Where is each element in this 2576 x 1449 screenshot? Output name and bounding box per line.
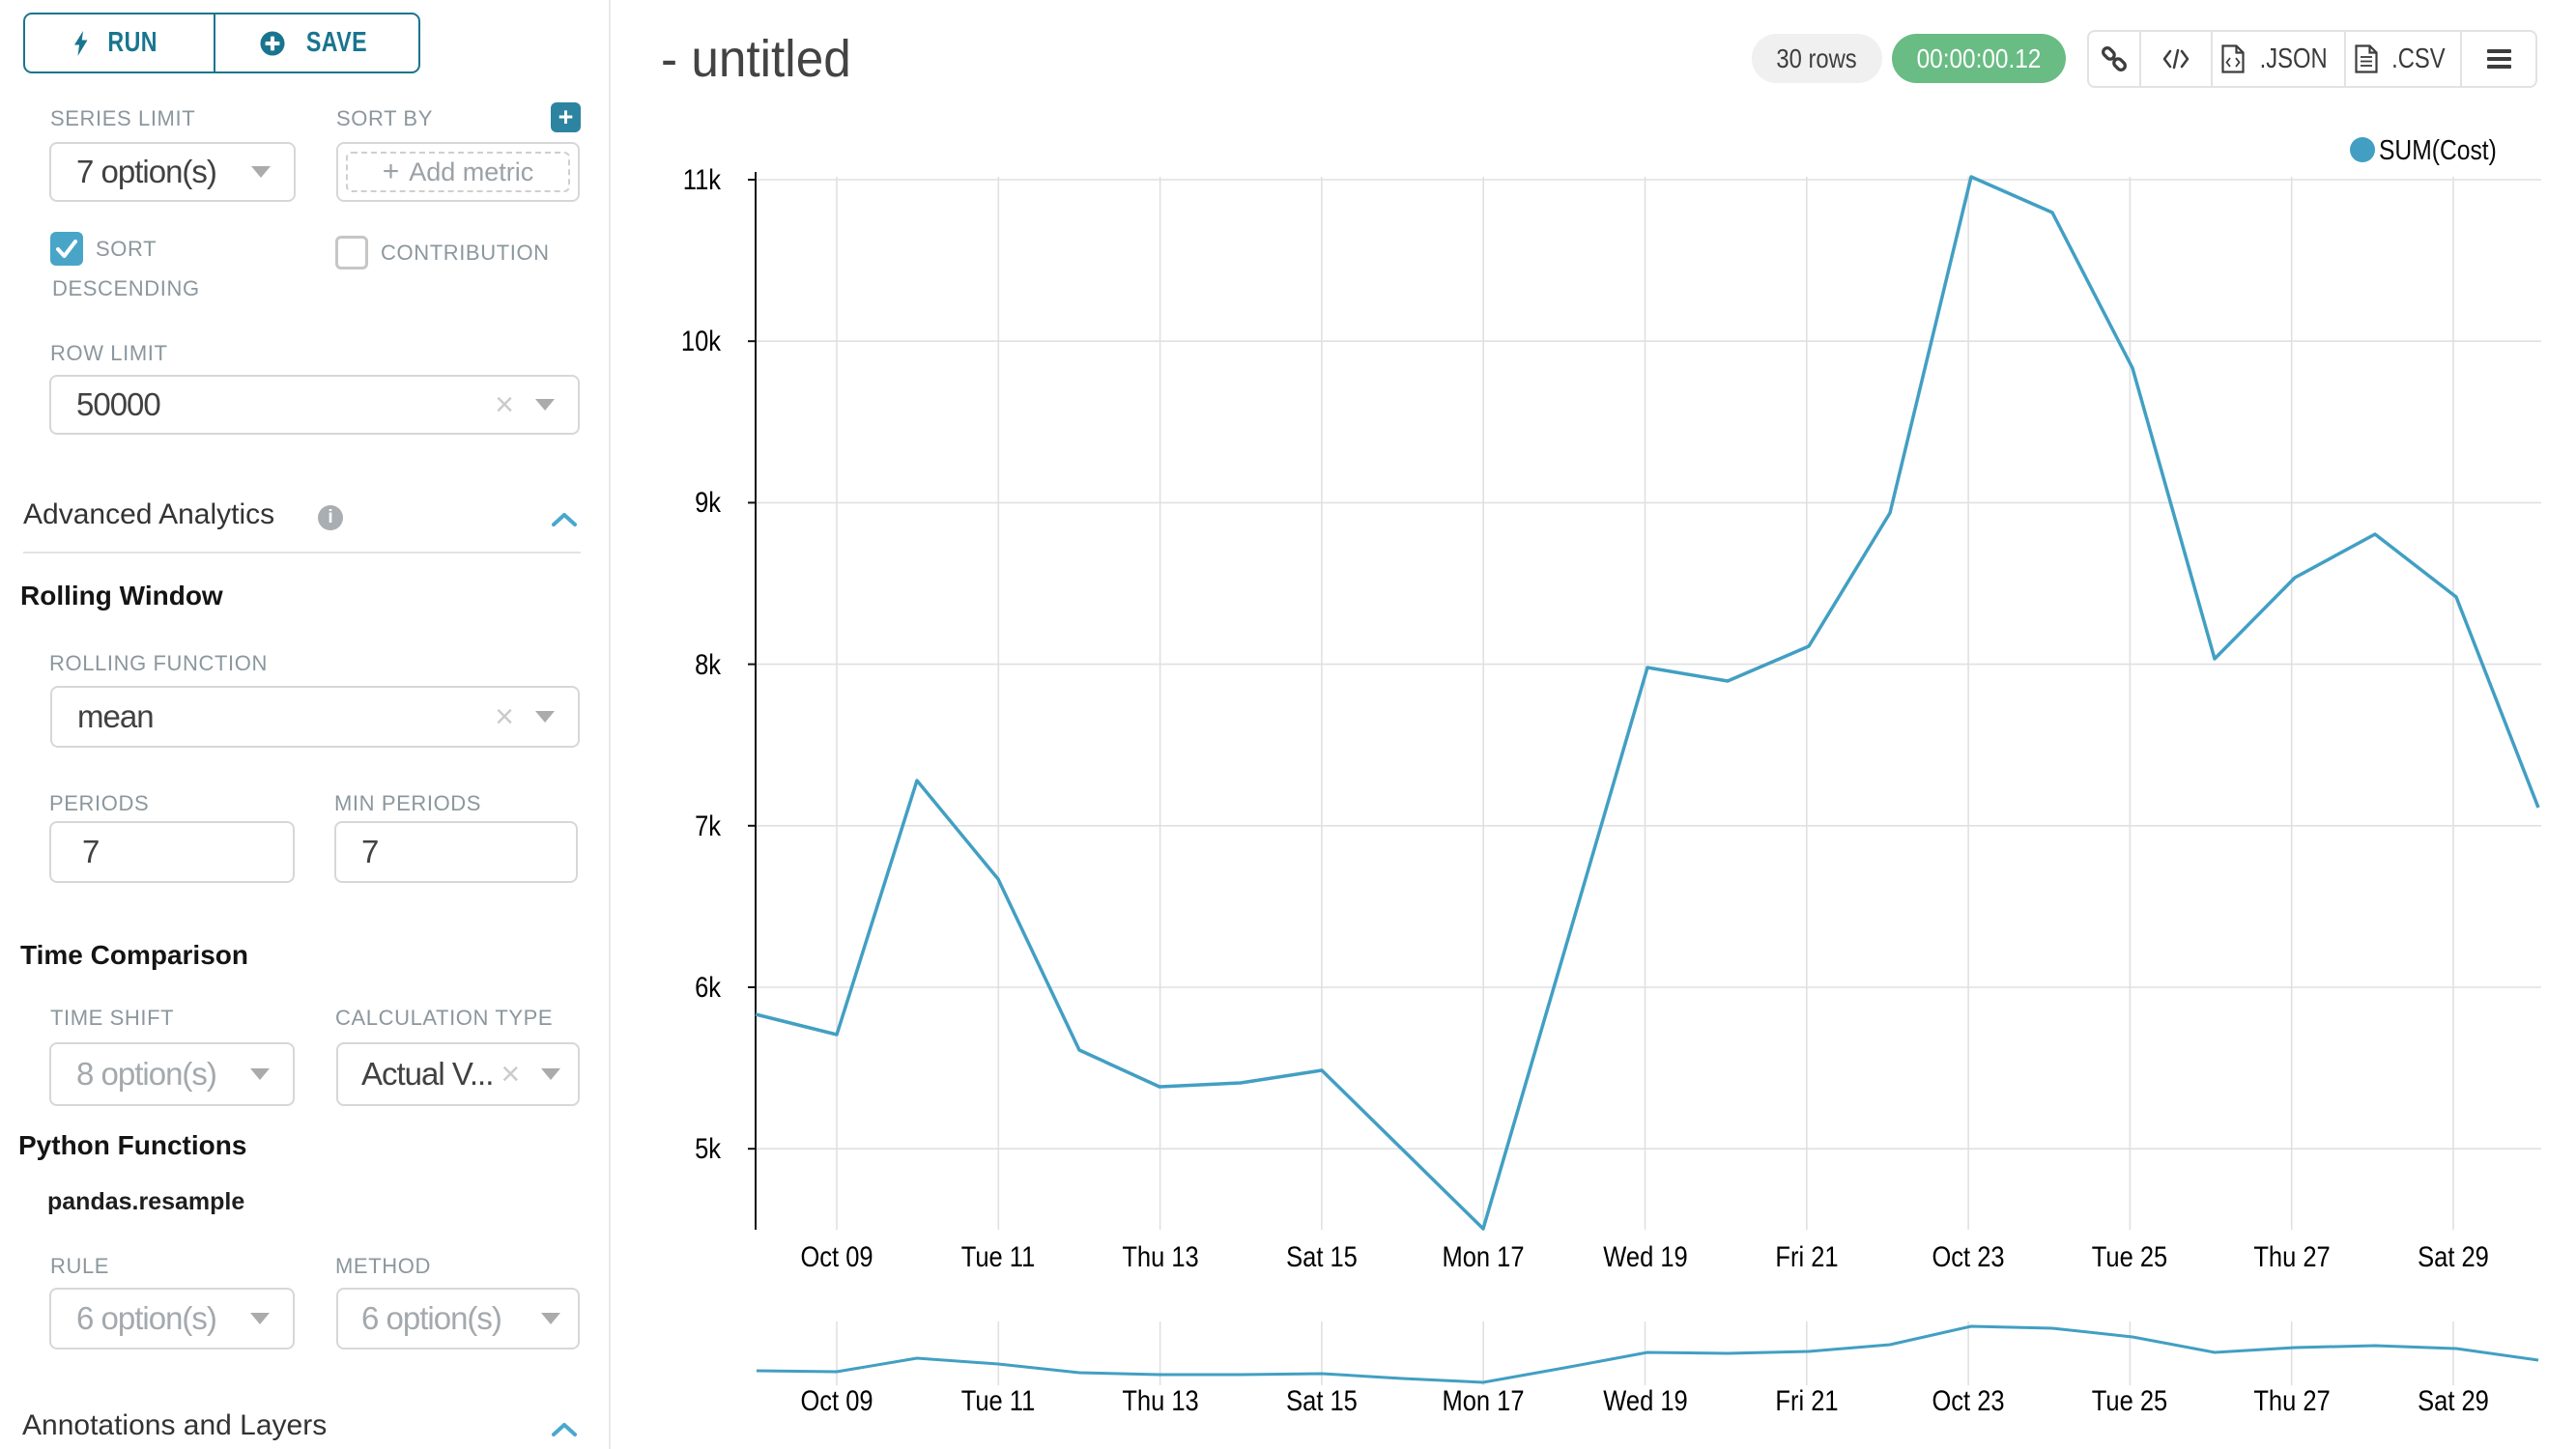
svg-text:Mon 17: Mon 17	[1442, 1240, 1524, 1272]
svg-text:Sat 15: Sat 15	[1286, 1240, 1358, 1272]
svg-text:Oct 23: Oct 23	[1932, 1384, 2004, 1416]
svg-text:SUM(Cost): SUM(Cost)	[2379, 134, 2497, 165]
svg-text:Sat 15: Sat 15	[1286, 1384, 1358, 1416]
svg-text:6k: 6k	[695, 971, 721, 1003]
svg-text:Sat 29: Sat 29	[2418, 1384, 2489, 1416]
svg-text:Tue 25: Tue 25	[2092, 1384, 2167, 1416]
svg-text:8k: 8k	[695, 648, 721, 680]
svg-text:Wed 19: Wed 19	[1603, 1240, 1687, 1272]
svg-text:Sat 29: Sat 29	[2418, 1240, 2489, 1272]
svg-text:Wed 19: Wed 19	[1603, 1384, 1687, 1416]
svg-text:10k: 10k	[681, 325, 721, 356]
svg-text:Oct 23: Oct 23	[1932, 1240, 2004, 1272]
svg-text:Oct 09: Oct 09	[800, 1384, 873, 1416]
svg-text:7k: 7k	[695, 810, 721, 841]
svg-text:Thu 13: Thu 13	[1122, 1384, 1198, 1416]
svg-text:Thu 27: Thu 27	[2253, 1240, 2330, 1272]
svg-text:Thu 27: Thu 27	[2253, 1384, 2330, 1416]
svg-text:Fri 21: Fri 21	[1775, 1240, 1838, 1272]
svg-text:Tue 25: Tue 25	[2092, 1240, 2167, 1272]
svg-text:5k: 5k	[695, 1132, 721, 1164]
svg-text:Fri 21: Fri 21	[1775, 1384, 1838, 1416]
svg-text:Tue 11: Tue 11	[961, 1384, 1036, 1416]
svg-text:Mon 17: Mon 17	[1442, 1384, 1524, 1416]
svg-text:Tue 11: Tue 11	[961, 1240, 1036, 1272]
svg-text:Thu 13: Thu 13	[1122, 1240, 1198, 1272]
svg-text:Oct 09: Oct 09	[800, 1240, 873, 1272]
svg-text:11k: 11k	[683, 163, 721, 195]
svg-text:9k: 9k	[695, 486, 721, 518]
